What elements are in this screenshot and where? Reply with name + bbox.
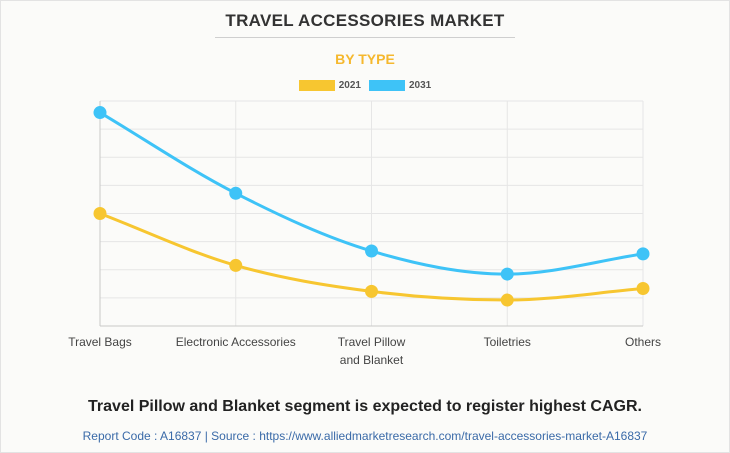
legend-swatch-2021 xyxy=(298,80,335,91)
chart-subtitle: BY TYPE xyxy=(335,51,395,67)
data-point-2031-3[interactable] xyxy=(500,267,514,281)
title-divider xyxy=(215,37,515,38)
data-point-2031-2[interactable] xyxy=(365,244,378,258)
x-tick-label: Others xyxy=(625,335,661,349)
data-point-2031-1[interactable] xyxy=(229,186,243,200)
x-tick-label: Toiletries xyxy=(484,335,531,349)
legend-swatch-2031 xyxy=(369,80,405,91)
data-point-2021-3[interactable] xyxy=(500,293,514,307)
data-point-2021-1[interactable] xyxy=(229,258,243,272)
legend-item-2021[interactable]: 2021 xyxy=(298,80,361,91)
legend: 2021 2031 xyxy=(0,80,730,91)
chart-title: TRAVEL ACCESSORIES MARKET xyxy=(225,11,505,30)
x-tick-label: Travel Bags xyxy=(68,335,132,349)
data-point-2021-0[interactable] xyxy=(93,207,107,220)
legend-label-2021: 2021 xyxy=(338,80,361,91)
footer-source[interactable]: Report Code : A16837 | Source : https://… xyxy=(82,429,648,443)
data-point-2021-2[interactable] xyxy=(365,284,378,298)
data-point-2031-4[interactable] xyxy=(636,247,650,261)
footer-headline: Travel Pillow and Blanket segment is exp… xyxy=(88,398,642,415)
data-point-2021-4[interactable] xyxy=(636,282,650,295)
legend-item-2031[interactable]: 2031 xyxy=(369,80,431,91)
legend-label-2031: 2031 xyxy=(409,80,432,91)
x-tick-label: Electronic Accessories xyxy=(176,335,296,349)
data-point-2031-0[interactable] xyxy=(93,106,107,120)
x-tick-label: Travel Pillow and Blanket xyxy=(338,335,406,367)
